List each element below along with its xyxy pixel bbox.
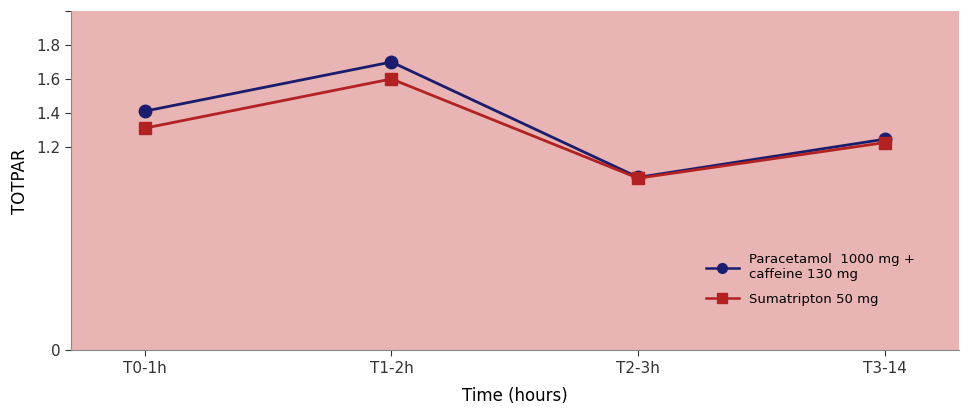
Sumatripton 50 mg — [139, 126, 150, 131]
Sumatripton 50 mg — [632, 176, 643, 181]
Sumatripton 50 mg — [386, 77, 397, 82]
Paracetamol  1000 mg +
caffeine 130 mg — [386, 59, 397, 64]
Paracetamol  1000 mg +
caffeine 130 mg — [878, 137, 890, 142]
Y-axis label: TOTPAR: TOTPAR — [11, 148, 29, 213]
Paracetamol  1000 mg +
caffeine 130 mg — [632, 175, 643, 180]
Line: Paracetamol  1000 mg +
caffeine 130 mg: Paracetamol 1000 mg + caffeine 130 mg — [139, 56, 891, 183]
Line: Sumatripton 50 mg: Sumatripton 50 mg — [139, 73, 890, 184]
Legend: Paracetamol  1000 mg +
caffeine 130 mg, Sumatripton 50 mg: Paracetamol 1000 mg + caffeine 130 mg, S… — [695, 243, 924, 317]
Paracetamol  1000 mg +
caffeine 130 mg — [139, 109, 150, 114]
Sumatripton 50 mg — [878, 140, 890, 145]
X-axis label: Time (hours): Time (hours) — [461, 387, 567, 405]
